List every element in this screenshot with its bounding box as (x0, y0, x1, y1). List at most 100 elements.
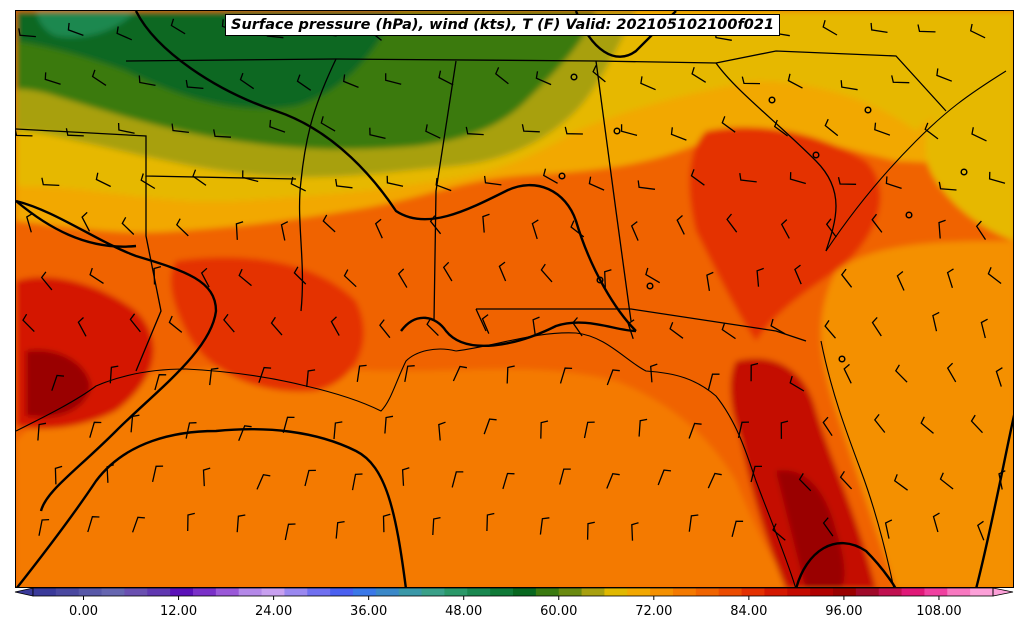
colorbar-swatch (55, 588, 80, 596)
wind-barb (588, 176, 605, 191)
wind-barb (884, 519, 893, 539)
wind-barb (330, 316, 340, 336)
wind-barb (987, 267, 1002, 285)
isobar-3 (16, 200, 137, 248)
wind-barb (843, 363, 852, 384)
calm-wind-marker (613, 127, 621, 135)
wind-barb (223, 313, 235, 333)
colorbar-swatch (421, 588, 445, 596)
colorbar-swatch (947, 588, 971, 596)
colorbar-swatch (284, 588, 308, 596)
border-tn-south (335, 58, 717, 64)
wind-barb (691, 67, 707, 83)
wind-barb (839, 470, 853, 490)
wind-barb (335, 178, 353, 189)
wind-barb (438, 421, 446, 441)
wind-barb (282, 416, 295, 433)
colorbar-swatch (261, 588, 285, 596)
wind-barb (822, 517, 834, 537)
colorbar-outline (32, 588, 994, 597)
colorbar-swatch (33, 588, 57, 596)
wind-barb (542, 168, 558, 184)
wind-barb (917, 24, 936, 33)
wind-barb (798, 473, 812, 492)
wind-barb (429, 215, 442, 235)
wind-barb (483, 418, 497, 435)
temperature-band-red-ga (689, 127, 881, 341)
wind-barb (151, 465, 164, 483)
wind-barb (185, 79, 204, 90)
wind-barb (871, 213, 883, 233)
wind-barb (116, 26, 133, 41)
colorbar-swatch (124, 588, 148, 596)
wind-barb (432, 516, 441, 536)
wind-barb (938, 181, 957, 191)
wind-barb (290, 176, 306, 192)
border-ar-north (125, 58, 337, 62)
wind-barb (521, 124, 540, 133)
border-al-ga (595, 60, 632, 322)
colorbar-tick-label: 24.00 (255, 604, 292, 619)
colorbar-swatch (170, 588, 194, 596)
wind-barb (335, 520, 345, 539)
wind-barb (873, 413, 886, 433)
wind-barb (891, 75, 910, 84)
coast-florida-east (820, 340, 895, 587)
wind-barb (840, 80, 858, 91)
colorbar-swatch (878, 588, 903, 596)
colorbar-swatch (627, 588, 651, 596)
wind-barb (26, 212, 34, 233)
colorbar-swatch (215, 588, 240, 596)
isobar-6 (795, 541, 897, 587)
wind-barb (822, 20, 838, 36)
wind-barb (77, 317, 87, 337)
wind-barb (936, 68, 953, 82)
colorbar-swatch (764, 588, 788, 596)
wind-barb (627, 319, 635, 340)
colorbar-swatch (673, 588, 697, 596)
wind-barb (374, 218, 383, 239)
colorbar-swatch (307, 588, 331, 596)
wind-barb (896, 270, 905, 291)
wind-barb (67, 22, 84, 37)
calm-wind-marker (570, 73, 578, 81)
wind-barb (822, 416, 833, 437)
colorbar-swatch (535, 588, 560, 596)
colorbar-swatch (581, 588, 605, 596)
wind-barb (37, 422, 47, 441)
ocean-temperature (16, 367, 794, 587)
wind-barb (721, 116, 736, 133)
wind-barb (977, 520, 985, 541)
wind-barb (970, 414, 983, 434)
wind-barb (452, 365, 468, 382)
wind-barb (780, 219, 790, 239)
wind-barb (54, 465, 63, 485)
colorbar-swatch (513, 588, 537, 596)
wind-barb (657, 469, 672, 486)
wind-barb (256, 473, 271, 490)
wind-barb (426, 317, 439, 337)
colorbar-tick-label: 12.00 (160, 604, 197, 619)
colorbar-swatch (490, 588, 514, 596)
border-fl-north (476, 308, 807, 342)
wind-barb (425, 124, 441, 139)
wind-barb (824, 320, 836, 339)
wind-barb (592, 65, 606, 83)
wind-barb (894, 364, 908, 383)
wind-barb (87, 516, 100, 533)
border-ga-sc (715, 62, 837, 252)
map-title: Surface pressure (hPa), wind (kts), T (F… (225, 14, 781, 36)
colorbar-swatch (330, 588, 354, 596)
weather-map (15, 10, 1014, 588)
wind-barb (304, 469, 316, 487)
wind-barb (258, 366, 272, 383)
wind-barb (306, 369, 316, 387)
temperature-band-red-fl (730, 358, 876, 587)
temperature-band-darkred-fl (776, 470, 845, 587)
colorbar-tick-label: 72.00 (635, 604, 672, 619)
wind-barb (242, 170, 259, 183)
wind-barb (586, 521, 595, 540)
wind-barb (333, 421, 343, 440)
wind-barb (640, 76, 656, 91)
wind-barb (995, 367, 1003, 387)
